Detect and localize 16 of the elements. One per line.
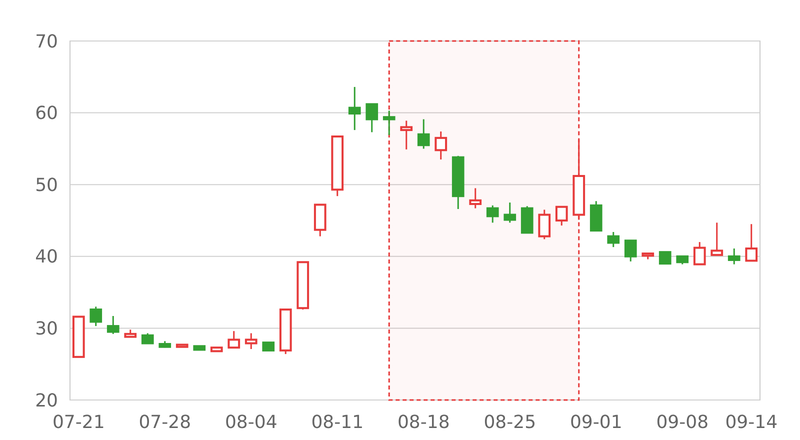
x-tick-label: 07-21: [52, 412, 105, 433]
y-tick-label: 60: [35, 103, 58, 124]
x-tick-label: 08-04: [224, 412, 278, 433]
x-tick-label: 08-18: [397, 412, 450, 433]
y-tick-label: 20: [35, 390, 58, 412]
y-tick-label: 70: [35, 31, 58, 52]
y-tick-label: 30: [35, 318, 58, 340]
y-tick-label: 40: [35, 246, 58, 268]
x-tick-label: 08-25: [484, 412, 536, 433]
y-tick-label: 50: [35, 174, 58, 196]
x-tick-label: 09-01: [570, 412, 622, 433]
x-tick-label: 07-28: [138, 412, 192, 433]
x-tick-label: 08-11: [311, 412, 364, 433]
x-tick-label: 09-14: [725, 412, 778, 433]
x-tick-label: 09-08: [656, 412, 709, 433]
candlestick: [348, 86, 361, 131]
